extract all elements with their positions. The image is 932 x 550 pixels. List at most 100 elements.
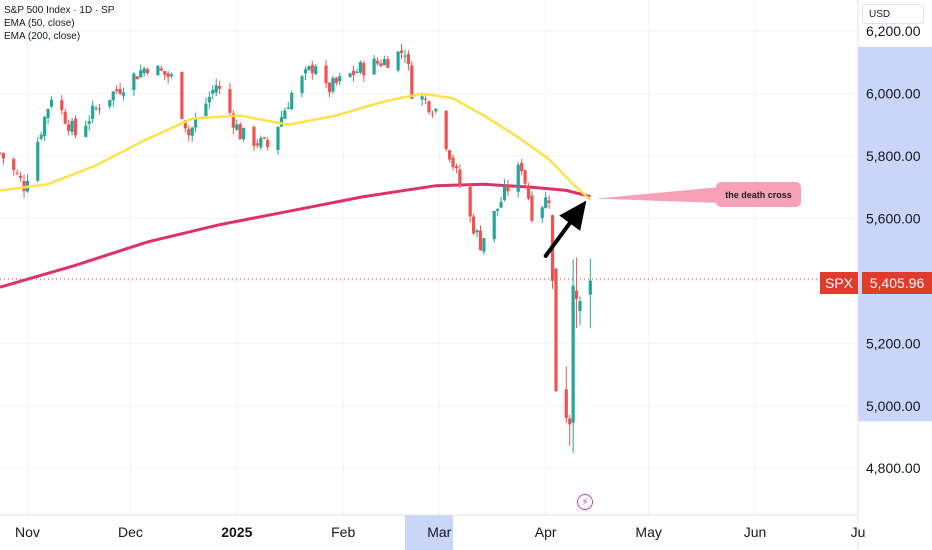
candle <box>156 64 160 76</box>
candle <box>163 71 167 81</box>
candle <box>331 75 335 94</box>
x-axis-range-highlight <box>404 515 454 550</box>
candle <box>574 257 579 329</box>
candle <box>454 163 459 174</box>
ema-200-line <box>0 182 591 289</box>
currency-selector[interactable]: USD <box>862 4 924 24</box>
candle <box>327 81 332 98</box>
candle <box>211 85 215 100</box>
candle <box>12 157 16 176</box>
candle <box>145 67 150 76</box>
candle <box>482 238 486 255</box>
last-price-label: 5,405.96 <box>862 272 932 294</box>
candle <box>228 83 232 118</box>
candle <box>478 225 483 251</box>
candle <box>67 119 71 136</box>
candle <box>396 51 400 73</box>
candle <box>550 214 555 289</box>
candle <box>286 101 290 110</box>
candle <box>108 99 112 110</box>
candle <box>475 228 479 238</box>
candle <box>434 108 438 114</box>
candle <box>444 109 448 152</box>
chart-grid <box>0 0 859 515</box>
candle <box>427 100 431 115</box>
candle <box>283 107 287 120</box>
candle <box>310 60 314 80</box>
candle <box>235 119 239 131</box>
candle <box>49 96 54 109</box>
candle <box>348 72 352 78</box>
x-tick-label: 2025 <box>221 524 252 540</box>
candle <box>46 108 50 125</box>
death-cross-callout: the death cross <box>716 182 801 207</box>
candle <box>406 50 411 71</box>
candle <box>190 126 194 142</box>
candle <box>259 135 263 151</box>
candle <box>97 103 102 115</box>
x-tick-label: Jun <box>744 524 767 540</box>
candle <box>314 64 318 76</box>
candle <box>25 174 30 193</box>
x-tick-label: Feb <box>331 524 355 540</box>
x-tick-label: Mar <box>427 524 451 540</box>
candle <box>218 80 222 95</box>
lightning-icon[interactable]: ⚡ <box>577 494 593 510</box>
candle <box>207 91 211 109</box>
candle <box>458 164 462 189</box>
y-tick-label: 5,200.00 <box>866 335 921 351</box>
candle <box>506 180 510 197</box>
candle <box>255 139 259 149</box>
candle <box>159 65 163 72</box>
candle <box>362 60 366 82</box>
candle <box>451 154 455 171</box>
candle <box>60 95 64 115</box>
y-axis-range-highlight <box>858 46 932 422</box>
candle <box>502 179 507 202</box>
ema-50-line-layer <box>0 92 592 201</box>
candle <box>262 136 266 140</box>
candle <box>472 213 476 236</box>
x-tick-label: Ju <box>851 524 866 540</box>
y-tick-label: 6,200.00 <box>866 23 921 39</box>
candle <box>111 90 115 108</box>
candle <box>115 85 119 95</box>
candle <box>204 97 208 119</box>
time-axis[interactable]: Nov Dec 2025 Feb Mar Apr May Jun Ju <box>15 524 865 540</box>
y-tick-label: 6,000.00 <box>866 86 921 102</box>
candle <box>564 366 568 424</box>
candle <box>372 54 376 75</box>
candle <box>307 65 311 72</box>
candle <box>194 112 198 133</box>
y-tick-label: 5,000.00 <box>866 398 921 414</box>
candle <box>520 158 524 176</box>
candle <box>121 87 126 101</box>
candle <box>358 60 362 75</box>
candle <box>375 57 380 66</box>
candle <box>142 66 146 77</box>
legend-ema50: EMA (50, close) <box>4 18 75 29</box>
ticker-label: SPX <box>820 272 858 294</box>
candle <box>139 64 143 79</box>
candle <box>410 61 414 100</box>
candle <box>15 169 19 176</box>
candle <box>39 131 43 141</box>
candle <box>84 120 88 138</box>
death-cross-arrow <box>543 200 587 258</box>
candle <box>547 195 551 209</box>
candle <box>516 162 520 198</box>
candle <box>492 210 496 243</box>
candle <box>447 149 452 163</box>
candle <box>238 122 242 140</box>
candle <box>231 110 235 135</box>
candle <box>118 82 122 96</box>
candle <box>91 100 95 124</box>
candle <box>499 196 503 209</box>
candle <box>430 110 435 118</box>
candle <box>87 115 91 131</box>
candle <box>496 208 500 217</box>
x-tick-label: Dec <box>118 524 143 540</box>
candle <box>568 415 572 446</box>
candle <box>399 43 404 59</box>
